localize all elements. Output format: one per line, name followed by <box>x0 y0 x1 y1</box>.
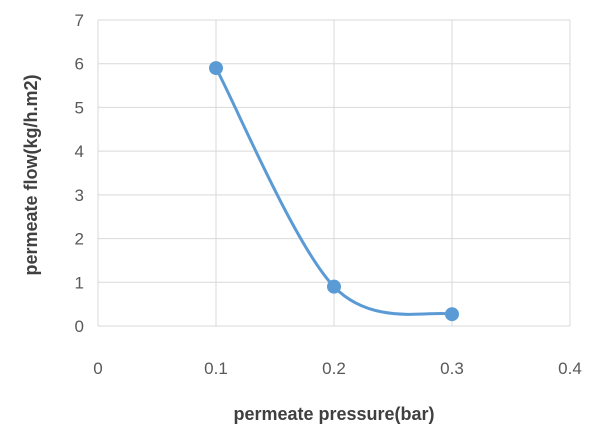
y-tick-label: 1 <box>75 273 84 292</box>
x-axis-title: permeate pressure(bar) <box>233 404 434 424</box>
grid <box>97 19 571 327</box>
series-line <box>214 66 454 316</box>
y-tick-label: 7 <box>75 11 84 30</box>
x-tick-label: 0.3 <box>440 359 464 378</box>
y-tick-label: 4 <box>75 142 84 161</box>
y-tick-label: 0 <box>75 317 84 336</box>
y-tick-label: 5 <box>75 98 84 117</box>
x-tick-label: 0.2 <box>322 359 346 378</box>
data-point <box>209 61 223 76</box>
series <box>209 61 459 322</box>
x-tick-label: 0.1 <box>204 359 228 378</box>
y-axis-title: permeate flow(kg/h.m2) <box>21 74 41 275</box>
tick-labels: 0 1 2 3 4 5 6 7 0 0.1 0.2 0.3 0.4 <box>75 11 582 378</box>
data-point <box>327 279 341 294</box>
y-tick-label: 3 <box>75 186 84 205</box>
y-tick-label: 6 <box>75 55 84 74</box>
y-tick-label: 2 <box>75 230 84 249</box>
x-tick-label: 0 <box>93 359 102 378</box>
data-point <box>445 307 459 322</box>
x-tick-label: 0.4 <box>558 359 582 378</box>
